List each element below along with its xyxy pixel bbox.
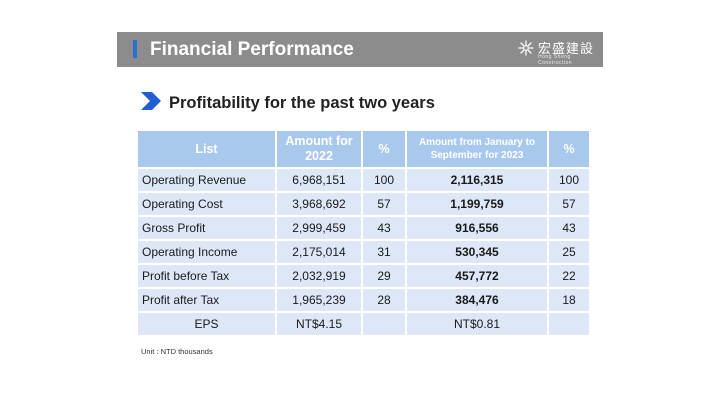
table-row: Operating Income 2,175,014 31 530,345 25 (138, 241, 589, 263)
unit-note: Unit : NTD thousands (141, 347, 213, 356)
col-header-pct-2023: % (549, 131, 589, 167)
table-row-eps: EPS NT$4.15 NT$0.81 (138, 313, 589, 335)
cell-amount-2022: 1,965,239 (277, 289, 361, 311)
table-row: Gross Profit 2,999,459 43 916,556 43 (138, 217, 589, 239)
cell-amount-2023: 384,476 (407, 289, 547, 311)
profitability-table: List Amount for 2022 % Amount from Janua… (136, 129, 591, 337)
cell-eps-pct-2022-empty (363, 313, 405, 335)
table-header-row: List Amount for 2022 % Amount from Janua… (138, 131, 589, 167)
arrow-right-icon (141, 92, 161, 110)
logo-icon (518, 40, 534, 56)
cell-pct-2023: 22 (549, 265, 589, 287)
cell-eps-2022: NT$4.15 (277, 313, 361, 335)
cell-pct-2022: 57 (363, 193, 405, 215)
section-title: Profitability for the past two years (169, 94, 435, 112)
cell-amount-2022: 2,999,459 (277, 217, 361, 239)
cell-amount-2022: 6,968,151 (277, 169, 361, 191)
col-header-pct-2022: % (363, 131, 405, 167)
col-header-amount-2022: Amount for 2022 (277, 131, 361, 167)
cell-amount-2023: 916,556 (407, 217, 547, 239)
table-row: Profit before Tax 2,032,919 29 457,772 2… (138, 265, 589, 287)
cell-amount-2022: 2,175,014 (277, 241, 361, 263)
company-logo: 宏盛建設 Hong Sheng Construction (518, 37, 602, 66)
row-item-label: Profit before Tax (138, 265, 275, 287)
logo-wordmark: 宏盛建設 (538, 42, 595, 57)
row-item-label: Gross Profit (138, 217, 275, 239)
cell-amount-2023: 1,199,759 (407, 193, 547, 215)
cell-amount-2023: 2,116,315 (407, 169, 547, 191)
cell-eps-pct-2023-empty (549, 313, 589, 335)
cell-amount-2022: 3,968,692 (277, 193, 361, 215)
cell-pct-2023: 43 (549, 217, 589, 239)
table-row: Operating Revenue 6,968,151 100 2,116,31… (138, 169, 589, 191)
cell-pct-2022: 43 (363, 217, 405, 239)
cell-pct-2023: 100 (549, 169, 589, 191)
col-header-list: List (138, 131, 275, 167)
header-accent-bar (133, 40, 137, 58)
col-header-amount-2023: Amount from January to September for 202… (407, 131, 547, 167)
cell-pct-2022: 31 (363, 241, 405, 263)
cell-pct-2023: 57 (549, 193, 589, 215)
cell-amount-2023: 457,772 (407, 265, 547, 287)
cell-amount-2023: 530,345 (407, 241, 547, 263)
logo-subtext: Hong Sheng Construction (538, 54, 573, 66)
row-item-label: Operating Revenue (138, 169, 275, 191)
cell-pct-2022: 28 (363, 289, 405, 311)
cell-pct-2023: 25 (549, 241, 589, 263)
cell-eps-2023: NT$0.81 (407, 313, 547, 335)
header-bar (117, 32, 603, 67)
row-item-label: Operating Income (138, 241, 275, 263)
row-item-label: Profit after Tax (138, 289, 275, 311)
row-item-label-eps: EPS (138, 313, 275, 335)
cell-pct-2022: 100 (363, 169, 405, 191)
table-row: Operating Cost 3,968,692 57 1,199,759 57 (138, 193, 589, 215)
cell-pct-2023: 18 (549, 289, 589, 311)
row-item-label: Operating Cost (138, 193, 275, 215)
table-row: Profit after Tax 1,965,239 28 384,476 18 (138, 289, 589, 311)
cell-pct-2022: 29 (363, 265, 405, 287)
page-title: Financial Performance (150, 39, 354, 60)
cell-amount-2022: 2,032,919 (277, 265, 361, 287)
